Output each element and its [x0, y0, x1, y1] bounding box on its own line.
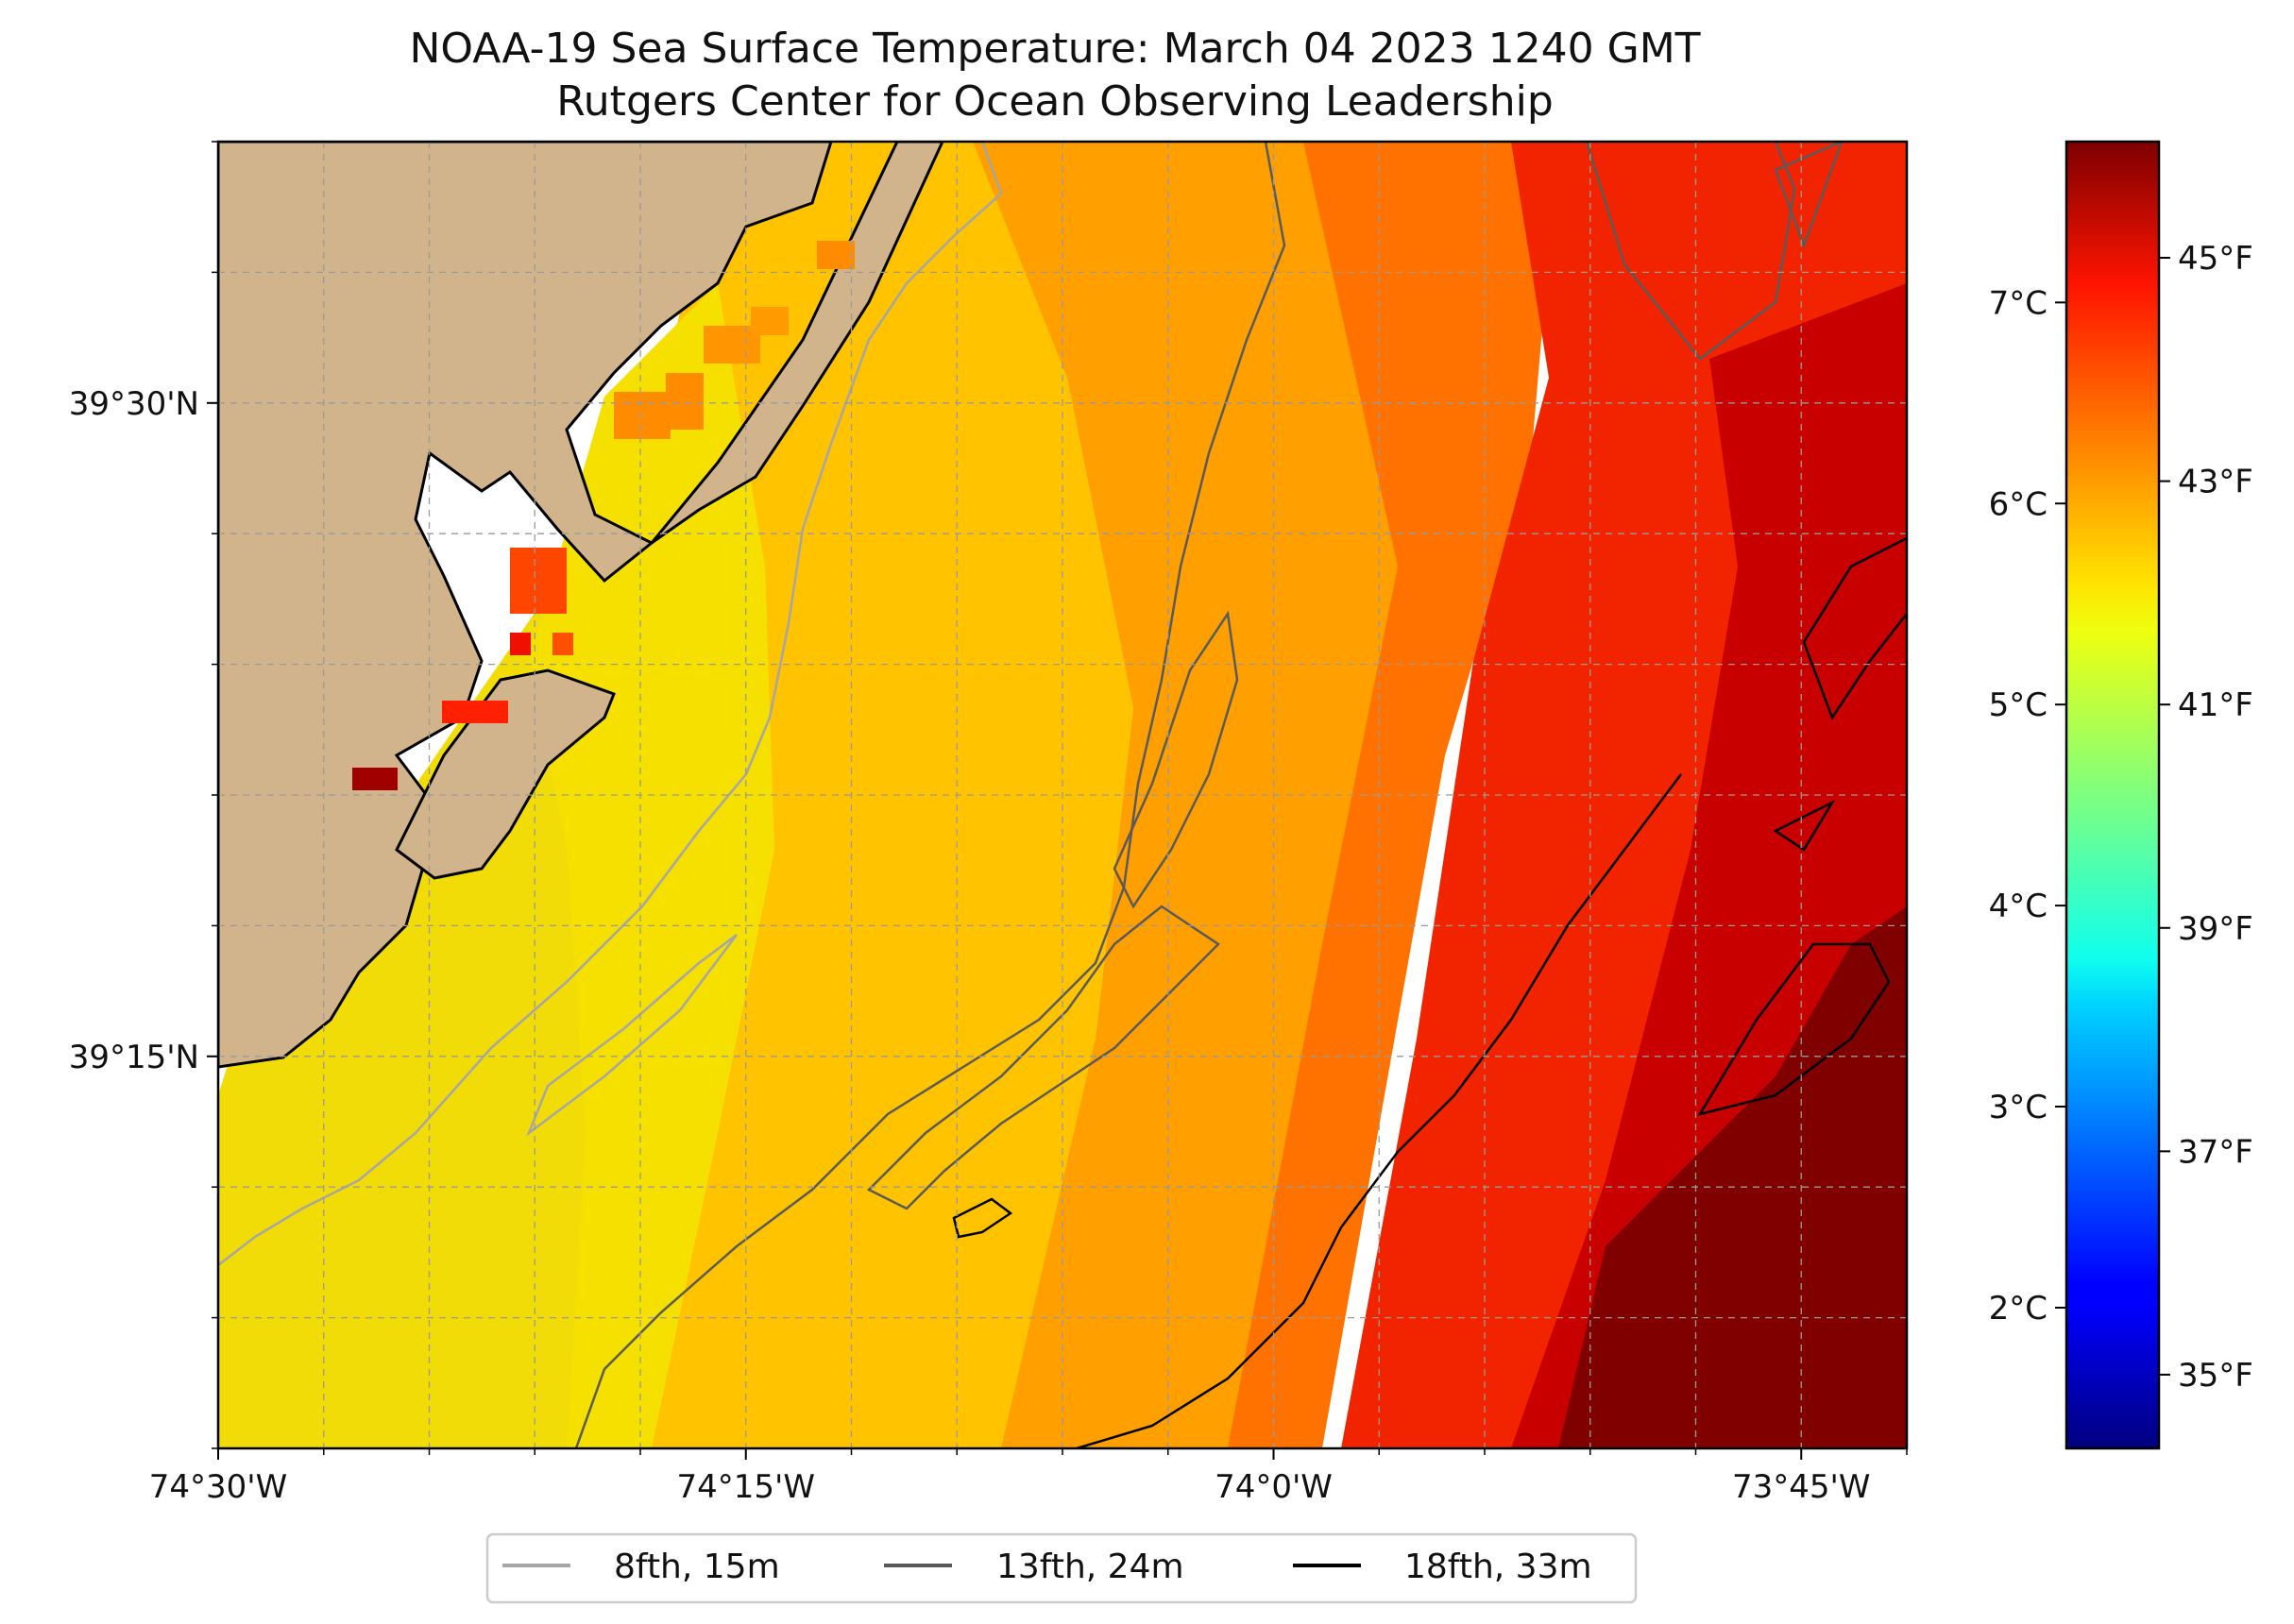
colorbar-celsius-label: 7°C — [1989, 284, 2048, 322]
isobath-24m-offshore — [1585, 142, 1844, 361]
lon-tick-label: 74°30'W — [149, 1468, 288, 1506]
colorbar-celsius-label: 6°C — [1989, 485, 2048, 523]
colorbar-gradient — [2066, 142, 2159, 1448]
land-spit — [650, 142, 944, 545]
map-panel — [218, 142, 1907, 1448]
land-mass — [218, 142, 833, 1069]
sst-zone-dark-orange — [1228, 142, 1558, 1448]
colorbar-fahrenheit-label: 43°F — [2178, 464, 2253, 501]
sst-zone-maroon — [1558, 906, 1907, 1448]
colorbar-celsius-label: 4°C — [1989, 888, 2048, 925]
map-title: NOAA-19 Sea Surface Temperature: March 0… — [409, 25, 1700, 73]
colorbar-celsius-label: 3°C — [1989, 1089, 2048, 1126]
lon-tick-label: 74°15'W — [677, 1468, 816, 1506]
colorbar-fahrenheit-label: 41°F — [2178, 686, 2253, 724]
map-axis-ticks: 74°30'W 74°15'W 74°0'W 73°45'W 39°30'N 39°15'… — [69, 141, 1908, 1506]
colorbar-celsius-label: 2°C — [1989, 1290, 2048, 1328]
colorbar-fahrenheit-label: 35°F — [2178, 1357, 2253, 1395]
isobath-legend: 8fth, 15m 13fth, 24m 18fth, 33m — [485, 1532, 1638, 1604]
legend-box — [485, 1532, 1638, 1604]
map-subtitle: Rutgers Center for Ocean Observing Leade… — [556, 77, 1554, 126]
colorbar-fahrenheit-label: 45°F — [2178, 240, 2253, 278]
colorbar-celsius-label: 5°C — [1989, 686, 2048, 724]
legend-label-15m: 8fth, 15m — [614, 1548, 780, 1586]
lon-tick-label: 74°0'W — [1215, 1468, 1333, 1506]
colorbar: 2°C 3°C 4°C 5°C 6°C 7°C 35°F 37°F 39°F 41°F 43°F 45… — [1989, 140, 2253, 1450]
sst-zone-light-yellow — [529, 283, 774, 1448]
coastal-pixels — [352, 241, 855, 790]
isobath-33m-offshore — [1697, 536, 1907, 1116]
colorbar-fahrenheit-label: 39°F — [2178, 910, 2253, 948]
lat-tick-label: 39°30'N — [69, 385, 199, 423]
colorbar-fahrenheit-label: 37°F — [2178, 1133, 2253, 1171]
gridlines — [218, 142, 1907, 1448]
isobath-33m — [1076, 773, 1682, 1448]
isobath-24m-ridge-2 — [1113, 610, 1239, 909]
isobath-24m-ridge-1 — [866, 905, 1220, 1210]
land-island — [395, 668, 616, 880]
legend-label-24m: 13fth, 24m — [996, 1548, 1184, 1586]
isobath-24m — [574, 142, 1286, 1448]
isobath-15m-ridge — [526, 934, 738, 1137]
legend-label-33m: 18fth, 33m — [1404, 1548, 1592, 1586]
lon-tick-label: 73°45'W — [1732, 1468, 1871, 1506]
colorbar-ticks: 2°C 3°C 4°C 5°C 6°C 7°C 35°F 37°F 39°F 41°F 43°F 45… — [1989, 240, 2253, 1395]
isobath-33m-shoal — [952, 1197, 1013, 1239]
lat-tick-label: 39°15'N — [69, 1039, 199, 1076]
colorbar-frame — [2065, 140, 2161, 1450]
